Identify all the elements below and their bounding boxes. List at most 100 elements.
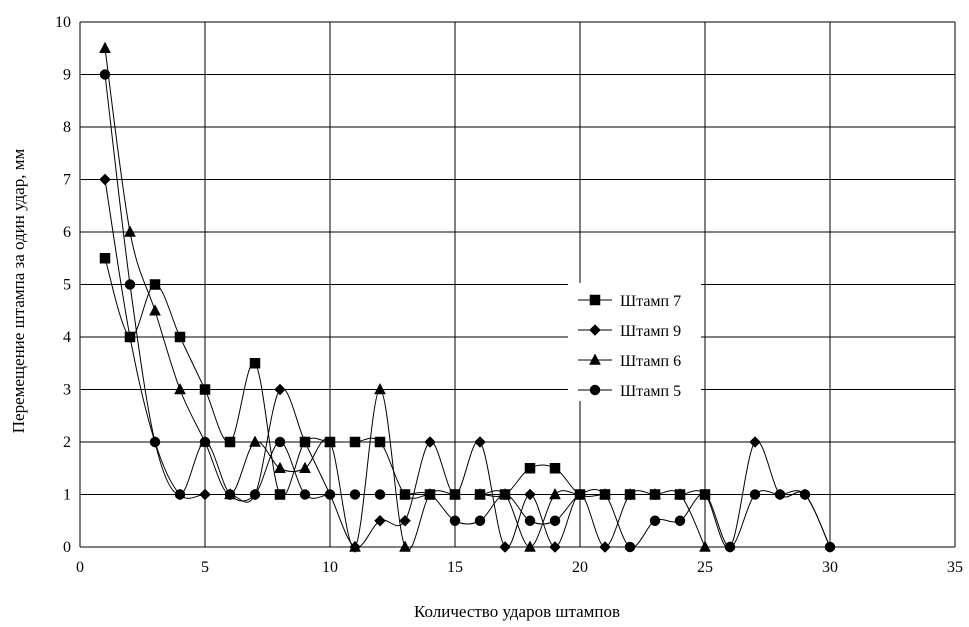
data-point	[549, 515, 561, 526]
data-point	[99, 253, 111, 264]
data-point	[199, 384, 211, 395]
data-point	[249, 489, 261, 500]
data-point	[374, 436, 386, 448]
legend-marker	[589, 324, 601, 336]
y-tick-label: 8	[63, 119, 71, 136]
data-point	[374, 382, 386, 395]
series-4	[99, 69, 836, 553]
data-point	[349, 540, 361, 552]
data-point	[274, 383, 286, 396]
legend-item: Штамп 9	[578, 323, 681, 340]
x-tick-label: 30	[822, 559, 838, 576]
data-point	[749, 436, 761, 448]
data-point	[624, 487, 636, 500]
x-tick-label: 10	[322, 559, 338, 576]
data-point	[674, 487, 686, 500]
data-point	[99, 173, 111, 186]
data-point	[499, 489, 511, 500]
data-point	[449, 487, 461, 500]
x-tick-label: 5	[201, 559, 209, 576]
data-point	[274, 489, 286, 500]
y-tick-label: 3	[63, 382, 71, 399]
data-point	[274, 461, 286, 473]
data-point	[199, 436, 211, 448]
data-point	[124, 331, 136, 343]
data-point	[549, 541, 561, 553]
y-tick-label: 6	[63, 224, 71, 241]
data-point	[474, 515, 486, 526]
data-point	[624, 541, 636, 553]
legend-label: Штамп 5	[620, 383, 681, 400]
data-point	[649, 487, 661, 500]
data-point	[699, 540, 711, 552]
data-point	[149, 304, 161, 316]
y-axis-title: Перемещение штампа за один удар, мм	[9, 149, 28, 434]
data-point	[99, 41, 111, 53]
data-point	[224, 436, 236, 448]
data-point	[824, 541, 836, 553]
data-point	[524, 540, 536, 552]
data-point	[649, 515, 661, 526]
data-point	[274, 436, 286, 448]
tick-layer: 0 5 10 15 20 25 30 35 0 1 2 3 4 5 6 7 8 9 10	[55, 14, 963, 576]
data-point	[399, 489, 411, 500]
data-point	[799, 489, 811, 500]
legend-marker	[589, 294, 601, 306]
data-point	[474, 487, 486, 500]
data-point	[124, 279, 136, 290]
data-point	[674, 515, 686, 526]
data-point	[574, 489, 586, 500]
data-point	[174, 489, 186, 500]
data-point	[474, 436, 486, 448]
data-point	[174, 382, 186, 395]
data-point	[399, 540, 411, 552]
data-point	[549, 487, 561, 500]
data-point	[174, 331, 186, 343]
x-tick-label: 0	[76, 559, 84, 576]
y-tick-label: 1	[63, 487, 71, 504]
y-tick-label: 5	[63, 277, 71, 294]
data-point	[399, 514, 411, 527]
y-tick-label: 0	[63, 539, 71, 556]
data-point	[549, 463, 561, 474]
data-point	[424, 436, 436, 448]
data-point	[349, 436, 361, 448]
data-point	[774, 489, 786, 500]
legend-item: Штамп 6	[578, 353, 681, 370]
data-point	[499, 541, 511, 553]
legend-marker	[589, 384, 601, 396]
data-point	[324, 489, 336, 500]
data-point	[224, 489, 236, 500]
data-point	[749, 489, 761, 500]
y-tick-label: 7	[63, 172, 71, 189]
data-point	[299, 489, 311, 500]
data-point	[149, 436, 161, 448]
data-point	[249, 358, 261, 369]
data-point	[449, 515, 461, 526]
legend-label: Штамп 7	[620, 293, 681, 310]
x-axis-title: Количество ударов штампов	[414, 602, 620, 621]
legend-label: Штамп 6	[620, 353, 681, 370]
legend-item: Штамп 7	[578, 293, 681, 310]
data-point	[99, 69, 111, 80]
data-point	[724, 541, 736, 553]
legend-label: Штамп 9	[620, 323, 681, 340]
data-point	[599, 489, 611, 500]
legend-item: Штамп 5	[578, 383, 681, 400]
data-point	[349, 489, 361, 500]
x-tick-label: 35	[947, 559, 963, 576]
data-point	[299, 436, 311, 448]
data-point	[124, 225, 136, 237]
series-line	[104, 48, 706, 551]
data-point	[599, 541, 611, 553]
y-tick-label: 9	[63, 67, 71, 84]
x-tick-label: 20	[572, 559, 588, 576]
legend: Штамп 7 Штамп 9 Штамп 6 Штамп 5	[578, 293, 681, 400]
data-point	[524, 463, 536, 474]
data-point	[524, 488, 536, 501]
y-tick-label: 2	[63, 434, 71, 451]
data-point	[149, 279, 161, 290]
data-point	[199, 488, 211, 501]
data-point	[374, 489, 386, 500]
